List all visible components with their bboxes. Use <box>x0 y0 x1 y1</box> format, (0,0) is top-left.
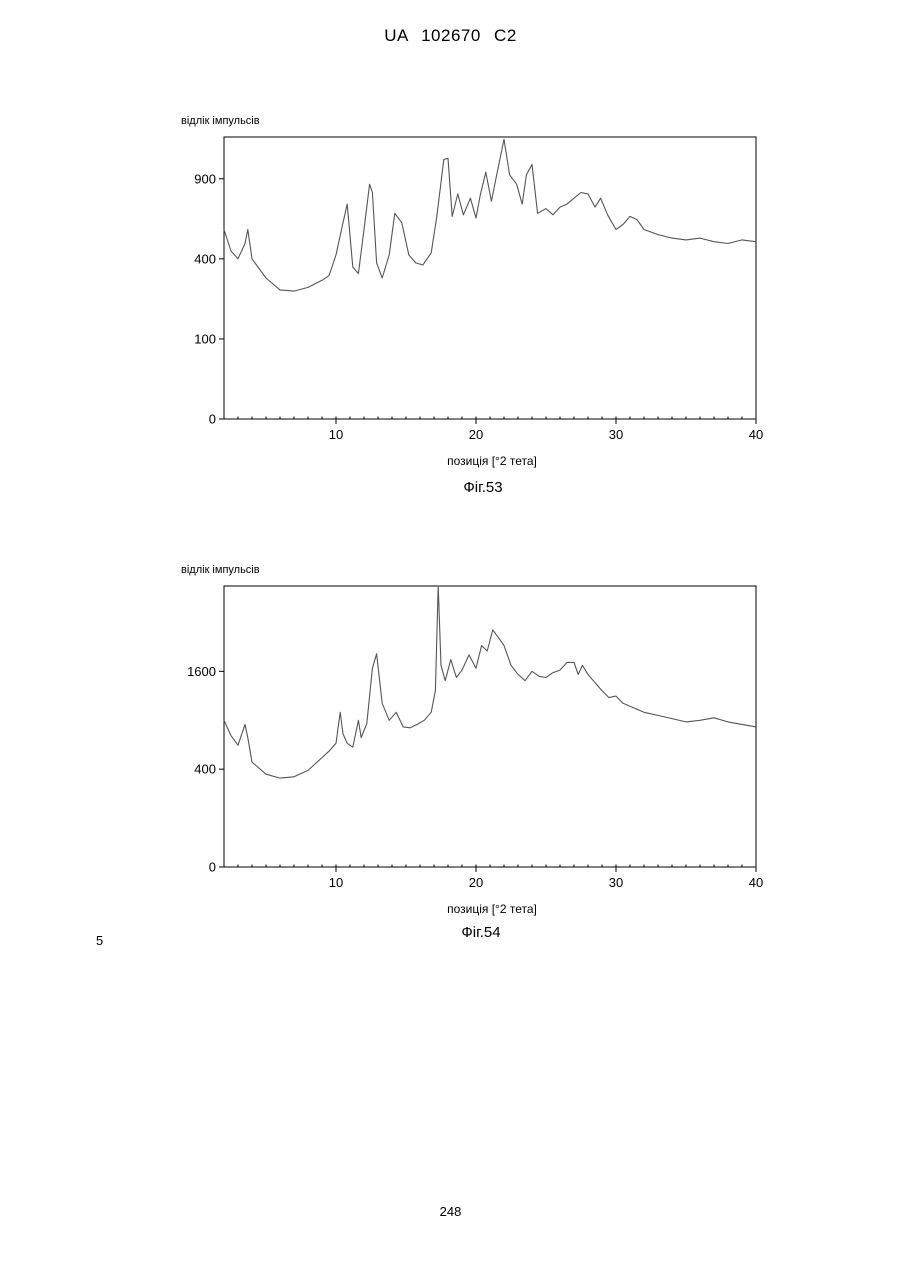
chart-fig-53: відлік імпульсів102030400100400900позиці… <box>0 0 901 510</box>
y-tick-label: 400 <box>194 251 216 266</box>
y-tick-label: 400 <box>194 762 216 777</box>
x-axis-label: позиція [°2 тета] <box>447 902 537 916</box>
y-tick-label: 0 <box>209 860 216 875</box>
series-line-0 <box>224 139 756 291</box>
plot-frame <box>224 137 756 419</box>
y-tick-label: 1600 <box>187 664 216 679</box>
x-axis-label: позиція [°2 тета] <box>447 454 537 468</box>
page-number: 248 <box>0 1204 901 1219</box>
x-tick-label: 10 <box>329 875 343 890</box>
figure-label-53: Фіг.53 <box>383 479 583 496</box>
y-axis-label: відлік імпульсів <box>181 564 260 576</box>
line-number: 5 <box>96 933 103 948</box>
x-tick-label: 30 <box>609 875 623 890</box>
x-tick-label: 30 <box>609 427 623 442</box>
series-line-0 <box>224 586 756 778</box>
x-tick-label: 10 <box>329 427 343 442</box>
y-axis-label: відлік імпульсів <box>181 115 260 127</box>
y-tick-label: 900 <box>194 171 216 186</box>
x-tick-label: 20 <box>469 427 483 442</box>
chart-fig-54: відлік імпульсів1020304004001600позиція … <box>0 500 901 960</box>
y-tick-label: 100 <box>194 331 216 346</box>
x-tick-label: 20 <box>469 875 483 890</box>
x-tick-label: 40 <box>749 875 763 890</box>
plot-frame <box>224 586 756 867</box>
x-tick-label: 40 <box>749 427 763 442</box>
figure-label-54: Фіг.54 <box>381 924 581 941</box>
y-tick-label: 0 <box>209 412 216 427</box>
